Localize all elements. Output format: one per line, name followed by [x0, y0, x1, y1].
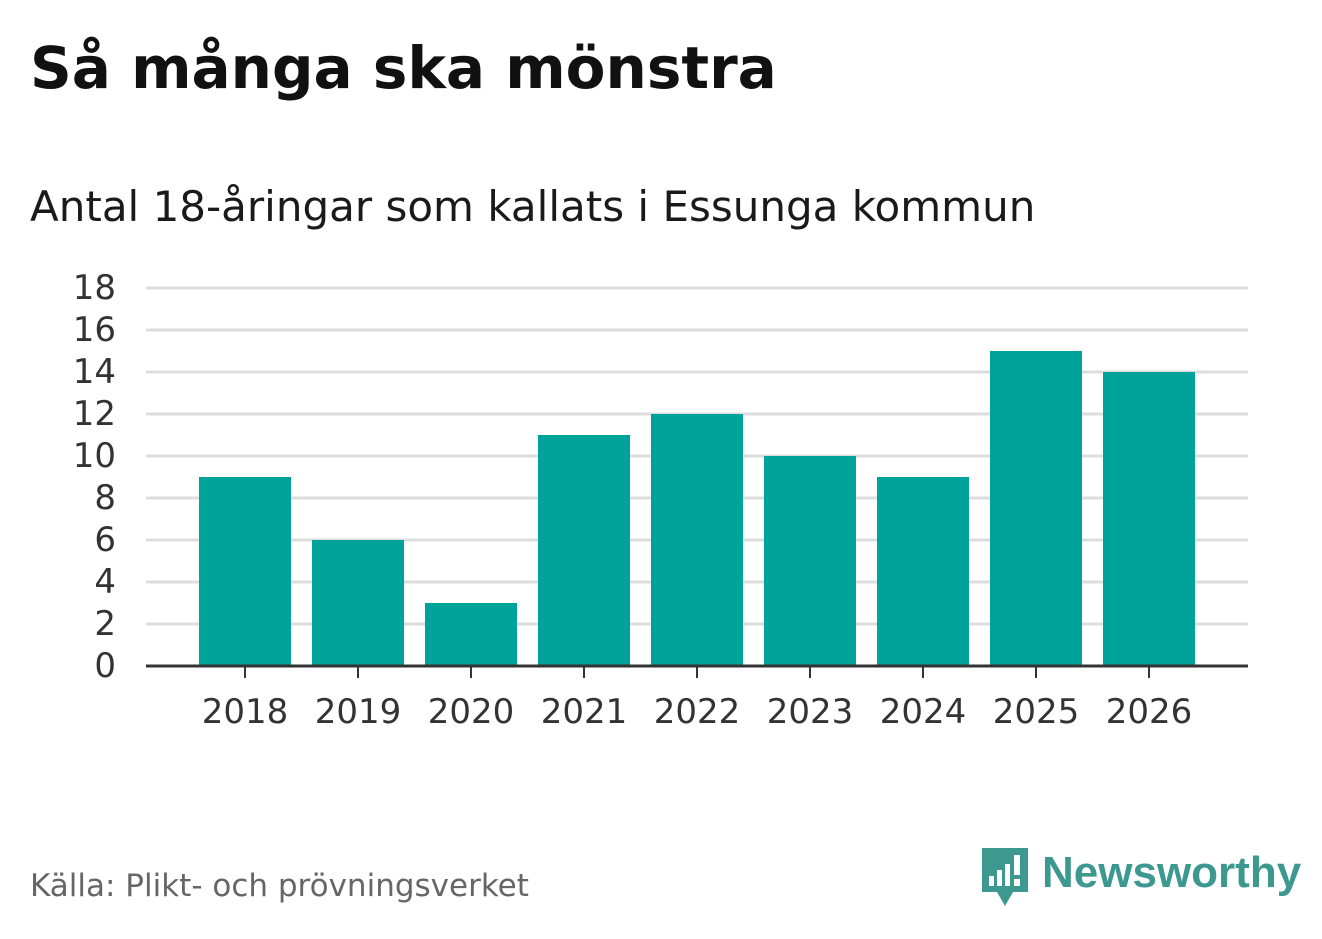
bar-2026 [1103, 372, 1195, 666]
newsworthy-logo-icon [982, 848, 1028, 906]
x-tick-label: 2019 [315, 692, 402, 732]
bar-2022 [651, 414, 743, 666]
chart-title: Så många ska mönstra [30, 34, 777, 102]
y-tick-label: 18 [73, 268, 116, 308]
y-tick-label: 16 [73, 310, 116, 350]
brand-name: Newsworthy [1042, 848, 1302, 897]
bar-2024 [877, 477, 969, 666]
bars [199, 351, 1195, 666]
x-tick-label: 2018 [202, 692, 289, 732]
brand-logo: Newsworthy [980, 846, 1301, 912]
y-tick-label: 12 [73, 394, 116, 434]
x-tick-label: 2021 [541, 692, 628, 732]
bar-2023 [764, 456, 856, 666]
x-tick-label: 2020 [428, 692, 515, 732]
x-tick-label: 2025 [993, 692, 1080, 732]
y-tick-label: 14 [73, 352, 116, 392]
y-tick-label: 2 [94, 604, 116, 644]
x-tick-label: 2022 [654, 692, 741, 732]
x-tick-label: 2024 [880, 692, 967, 732]
bar-2019 [312, 540, 404, 666]
x-tick-label: 2026 [1106, 692, 1193, 732]
y-tick-label: 8 [94, 478, 116, 518]
y-tick-label: 6 [94, 520, 116, 560]
source-note: Källa: Plikt- och prövningsverket [30, 868, 529, 904]
y-tick-label: 0 [94, 646, 116, 686]
y-tick-label: 10 [73, 436, 116, 476]
x-axis [146, 664, 1248, 678]
y-tick-label: 4 [94, 562, 116, 602]
bar-2021 [538, 435, 630, 666]
bar-2020 [425, 603, 517, 666]
bar-2018 [199, 477, 291, 666]
bar-2025 [990, 351, 1082, 666]
chart-subtitle: Antal 18-åringar som kallats i Essunga k… [30, 182, 1036, 231]
x-tick-label: 2023 [767, 692, 854, 732]
